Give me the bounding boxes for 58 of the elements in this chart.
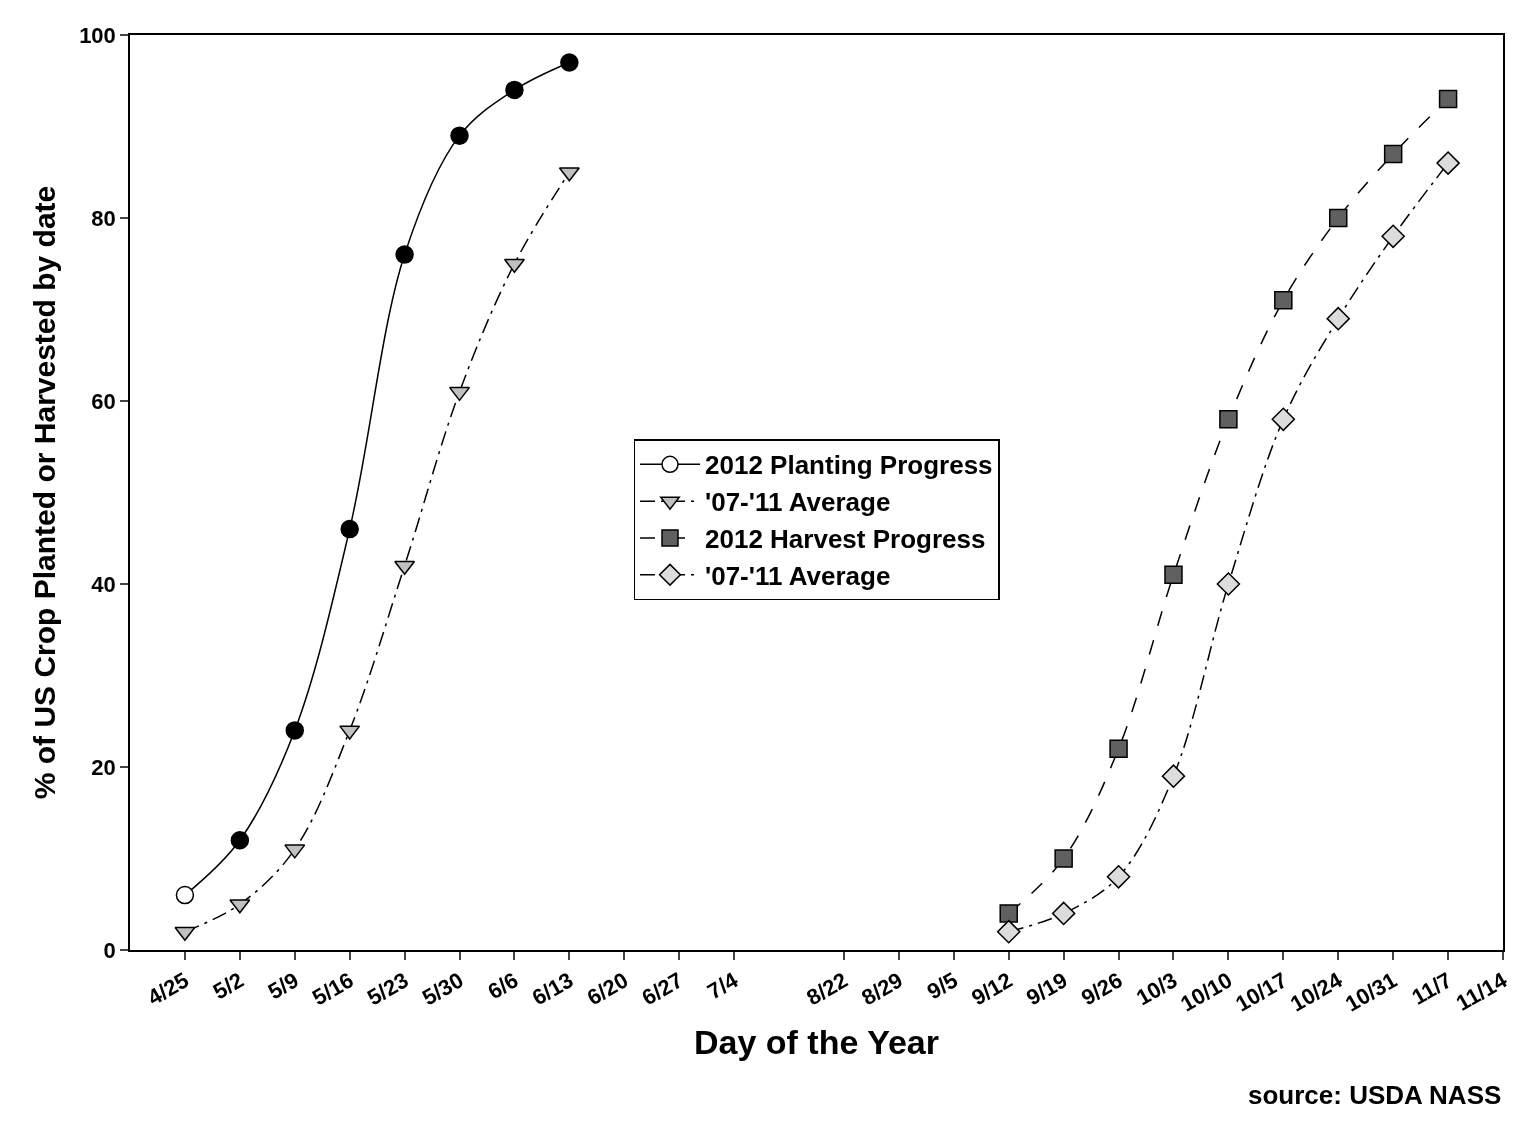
y-tick-label: 80 (91, 205, 116, 231)
point (1274, 291, 1293, 310)
x-tick-label: 4/25 (143, 967, 193, 1011)
x-tick-label: 11/7 (1407, 967, 1457, 1010)
x-tick-label: 8/29 (857, 967, 907, 1011)
point (450, 126, 469, 145)
x-tick-label: 9/12 (967, 967, 1017, 1011)
point (505, 80, 524, 100)
point (1271, 407, 1296, 432)
legend-label: 2012 Harvest Progress (705, 524, 986, 555)
x-tick-label: 5/2 (208, 967, 248, 1005)
point (999, 904, 1018, 923)
point (1381, 224, 1405, 249)
x-tick-label: 6/27 (637, 967, 688, 1011)
point (230, 830, 250, 850)
x-tick-label: 9/19 (1022, 967, 1072, 1011)
point (1438, 89, 1458, 109)
point (1216, 572, 1241, 596)
point (1326, 306, 1351, 331)
x-axis-title: Day of the Year (693, 1023, 940, 1062)
y-tick-label: 20 (91, 754, 116, 780)
point (996, 919, 1021, 944)
point (340, 519, 359, 539)
point (1051, 901, 1076, 926)
point (1383, 144, 1403, 164)
x-tick-label: 10/3 (1131, 967, 1182, 1011)
point (1436, 151, 1460, 175)
x-tick-label: 9/5 (922, 967, 962, 1005)
x-tick-label: 5/9 (263, 967, 303, 1005)
legend-label: '07-'11 Average (705, 560, 891, 591)
legend-label: '07-'11 Average (705, 487, 891, 518)
source-note: source: USDA NASS (1248, 1080, 1502, 1110)
x-tick-label: 6/6 (483, 967, 523, 1005)
x-tick-label: 6/20 (582, 967, 633, 1011)
y-axis-title: % of US Crop Planted or Harvested by date (27, 185, 61, 800)
x-tick-label: 9/26 (1076, 967, 1127, 1011)
y-tick-label: 60 (91, 388, 116, 414)
legend-label: 2012 Planting Progress (705, 450, 993, 481)
x-tick-label: 5/30 (417, 967, 468, 1011)
point (285, 721, 305, 740)
point (1219, 410, 1238, 429)
point (1054, 849, 1073, 868)
y-tick-label: 40 (91, 571, 116, 597)
point (175, 885, 195, 905)
point (395, 245, 414, 264)
point (1328, 208, 1348, 228)
point (1164, 565, 1183, 585)
point (560, 53, 579, 72)
x-tick-label: 7/4 (703, 966, 743, 1005)
point (1109, 739, 1128, 758)
y-tick-label: 100 (79, 22, 116, 48)
y-tick-label: 0 (103, 937, 116, 963)
x-tick-label: 6/13 (527, 967, 578, 1011)
x-tick-label: 5/23 (363, 967, 413, 1011)
x-tick-label: 5/16 (308, 967, 358, 1011)
point (1106, 865, 1131, 889)
x-tick-label: 8/22 (802, 967, 852, 1011)
point (1161, 764, 1186, 788)
